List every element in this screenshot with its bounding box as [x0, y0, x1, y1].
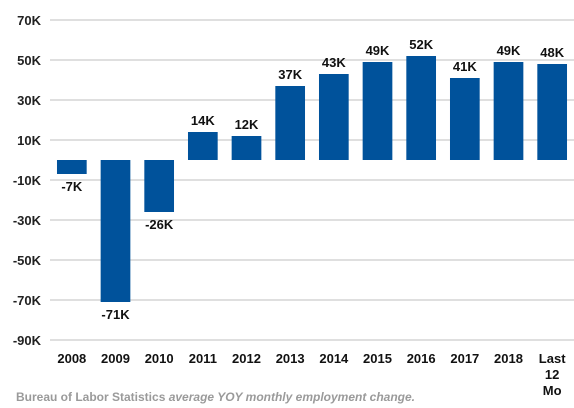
- x-tick-label: 2012: [232, 351, 261, 366]
- y-tick-label: 50K: [17, 53, 41, 68]
- y-tick-label: -10K: [13, 173, 42, 188]
- y-tick-label: -30K: [13, 213, 42, 228]
- bar: [231, 136, 262, 160]
- data-label: 49K: [366, 43, 390, 58]
- data-label: 41K: [453, 59, 477, 74]
- x-tick-label: 2014: [319, 351, 349, 366]
- bar: [449, 78, 480, 160]
- y-axis: 70K 50K 30K 10K -10K -30K -50K -70K -90K: [13, 13, 42, 348]
- data-label: 48K: [540, 45, 564, 60]
- bar: [406, 56, 437, 160]
- bar: [187, 132, 218, 160]
- data-label: -71K: [101, 307, 130, 322]
- x-tick-label: 2018: [494, 351, 523, 366]
- source-caption: Bureau of Labor Statistics average YOY m…: [16, 390, 415, 404]
- data-label: 43K: [322, 55, 346, 70]
- x-axis: 2008 2009 2010 2011 2012 2013 2014 2015 2016 2017…: [57, 351, 566, 398]
- data-labels: -7K -71K -26K 14K 12K 37K 43K 49K 52K 41K 49K 48K: [61, 37, 564, 322]
- data-label: 14K: [191, 113, 215, 128]
- bar: [318, 74, 349, 160]
- bars: [56, 56, 568, 302]
- y-tick-label: -90K: [13, 333, 42, 348]
- data-label: -26K: [145, 217, 174, 232]
- data-label: 52K: [409, 37, 433, 52]
- data-label: 37K: [278, 67, 302, 82]
- x-tick-label: 2011: [189, 351, 217, 366]
- data-label: 12K: [235, 117, 259, 132]
- bar: [100, 160, 131, 302]
- data-label: -7K: [61, 179, 83, 194]
- y-tick-label: 30K: [17, 93, 41, 108]
- x-tick-label: 2009: [101, 351, 130, 366]
- x-tick-label: 2015: [363, 351, 392, 366]
- y-tick-label: -50K: [13, 253, 42, 268]
- y-tick-label: 70K: [17, 13, 41, 28]
- x-tick-label: 2008: [57, 351, 86, 366]
- gridlines: [50, 19, 574, 341]
- x-tick-label: 2010: [145, 351, 174, 366]
- bar: [537, 64, 568, 160]
- y-tick-label: 10K: [17, 133, 41, 148]
- bar: [144, 160, 175, 212]
- bar: [56, 160, 87, 174]
- x-tick-label: Last 12 Mo: [539, 351, 566, 398]
- y-tick-label: -70K: [13, 293, 42, 308]
- caption-text: Bureau of Labor Statistics: [16, 390, 169, 404]
- bar: [362, 62, 393, 160]
- x-tick-label: 2016: [407, 351, 436, 366]
- caption-emphasis: average YOY monthly employment change.: [168, 390, 416, 404]
- bar: [493, 62, 524, 160]
- x-tick-label: 2017: [450, 351, 479, 366]
- bar: [275, 86, 306, 160]
- x-tick-label: 2013: [276, 351, 305, 366]
- data-label: 49K: [497, 43, 521, 58]
